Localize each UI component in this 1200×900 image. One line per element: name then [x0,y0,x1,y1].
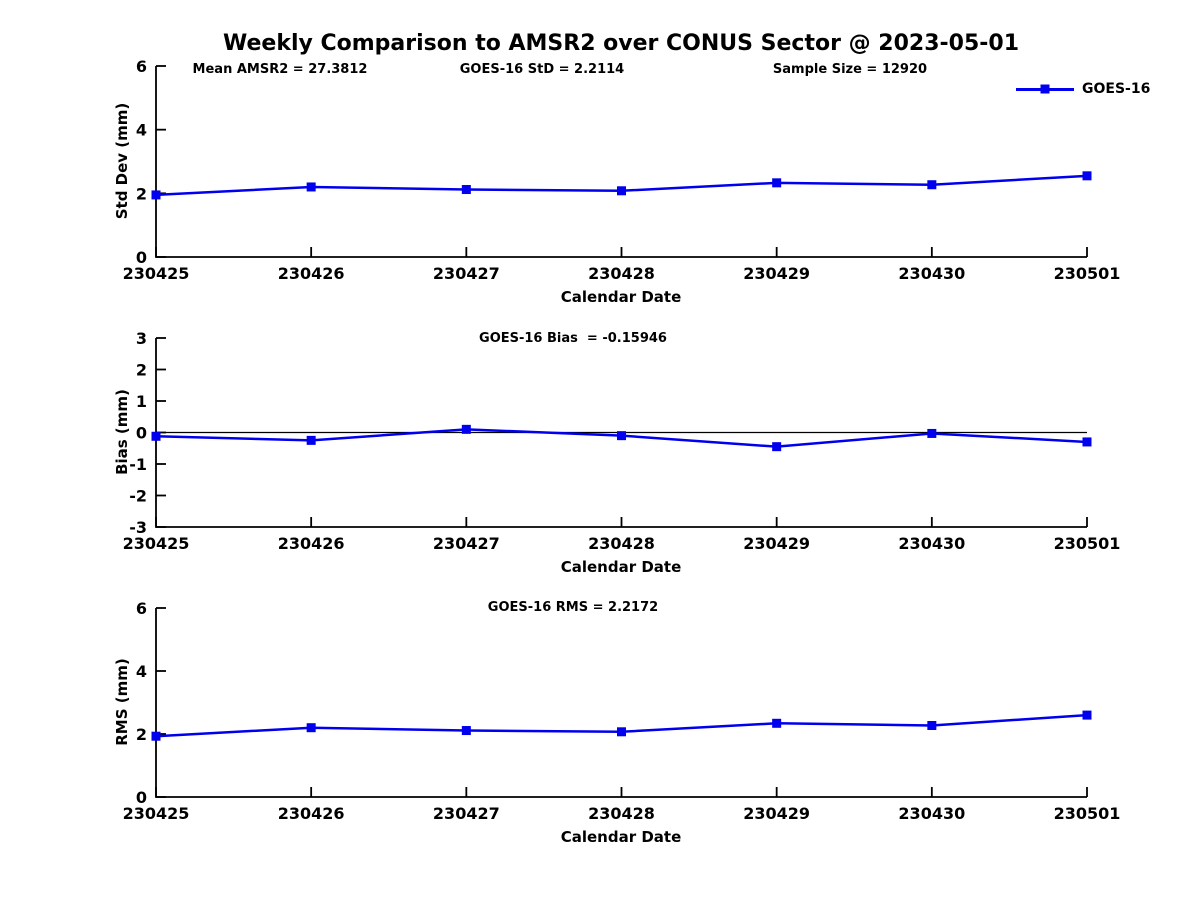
xlabel-std-dev: Calendar Date [560,288,682,306]
annotation-goes16-bias: GOES-16 Bias = -0.15946 [479,331,667,346]
ylabel-bias: Bias (mm) [113,389,131,475]
svg-text:230428: 230428 [588,804,655,823]
svg-text:230501: 230501 [1054,804,1121,823]
svg-text:-2: -2 [129,487,147,506]
svg-text:-1: -1 [129,455,147,474]
svg-text:230430: 230430 [898,534,965,553]
svg-text:230427: 230427 [433,804,500,823]
svg-text:4: 4 [136,662,147,681]
svg-text:3: 3 [136,329,147,348]
svg-text:2: 2 [136,361,147,380]
svg-text:230426: 230426 [278,804,345,823]
svg-text:0: 0 [136,788,147,807]
svg-text:230428: 230428 [588,534,655,553]
svg-text:0: 0 [136,248,147,267]
svg-text:6: 6 [136,57,147,76]
svg-text:230429: 230429 [743,264,810,283]
legend-marker-icon [1040,84,1050,94]
svg-text:230428: 230428 [588,264,655,283]
svg-text:4: 4 [136,121,147,140]
ylabel-rms: RMS (mm) [113,658,131,746]
svg-text:230501: 230501 [1054,264,1121,283]
svg-text:230425: 230425 [123,264,190,283]
svg-text:230426: 230426 [278,264,345,283]
svg-text:230501: 230501 [1054,534,1121,553]
legend: GOES-16 [1016,81,1150,97]
legend-line-sample [1016,84,1074,94]
ylabel-std-dev: Std Dev (mm) [113,102,131,220]
svg-text:230425: 230425 [123,534,190,553]
annotation-goes16-std: GOES-16 StD = 2.2114 [459,62,625,77]
svg-text:1: 1 [136,392,147,411]
xlabel-rms: Calendar Date [560,828,682,846]
svg-text:230427: 230427 [433,534,500,553]
annotation-goes16-rms: GOES-16 RMS = 2.2172 [487,600,659,615]
svg-text:6: 6 [136,599,147,618]
svg-text:230430: 230430 [898,264,965,283]
svg-text:2: 2 [136,184,147,203]
figure-title: Weekly Comparison to AMSR2 over CONUS Se… [223,31,1019,56]
svg-text:-3: -3 [129,518,147,537]
svg-text:230429: 230429 [743,804,810,823]
svg-text:2: 2 [136,725,147,744]
svg-text:230427: 230427 [433,264,500,283]
legend-label-goes16: GOES-16 [1082,81,1151,97]
annotation-mean-amsr2: Mean AMSR2 = 27.3812 [192,62,368,77]
svg-text:230426: 230426 [278,534,345,553]
svg-text:0: 0 [136,424,147,443]
svg-text:230429: 230429 [743,534,810,553]
svg-text:230430: 230430 [898,804,965,823]
annotation-sample-size: Sample Size = 12920 [772,62,928,77]
xlabel-bias: Calendar Date [560,558,682,576]
svg-text:230425: 230425 [123,804,190,823]
